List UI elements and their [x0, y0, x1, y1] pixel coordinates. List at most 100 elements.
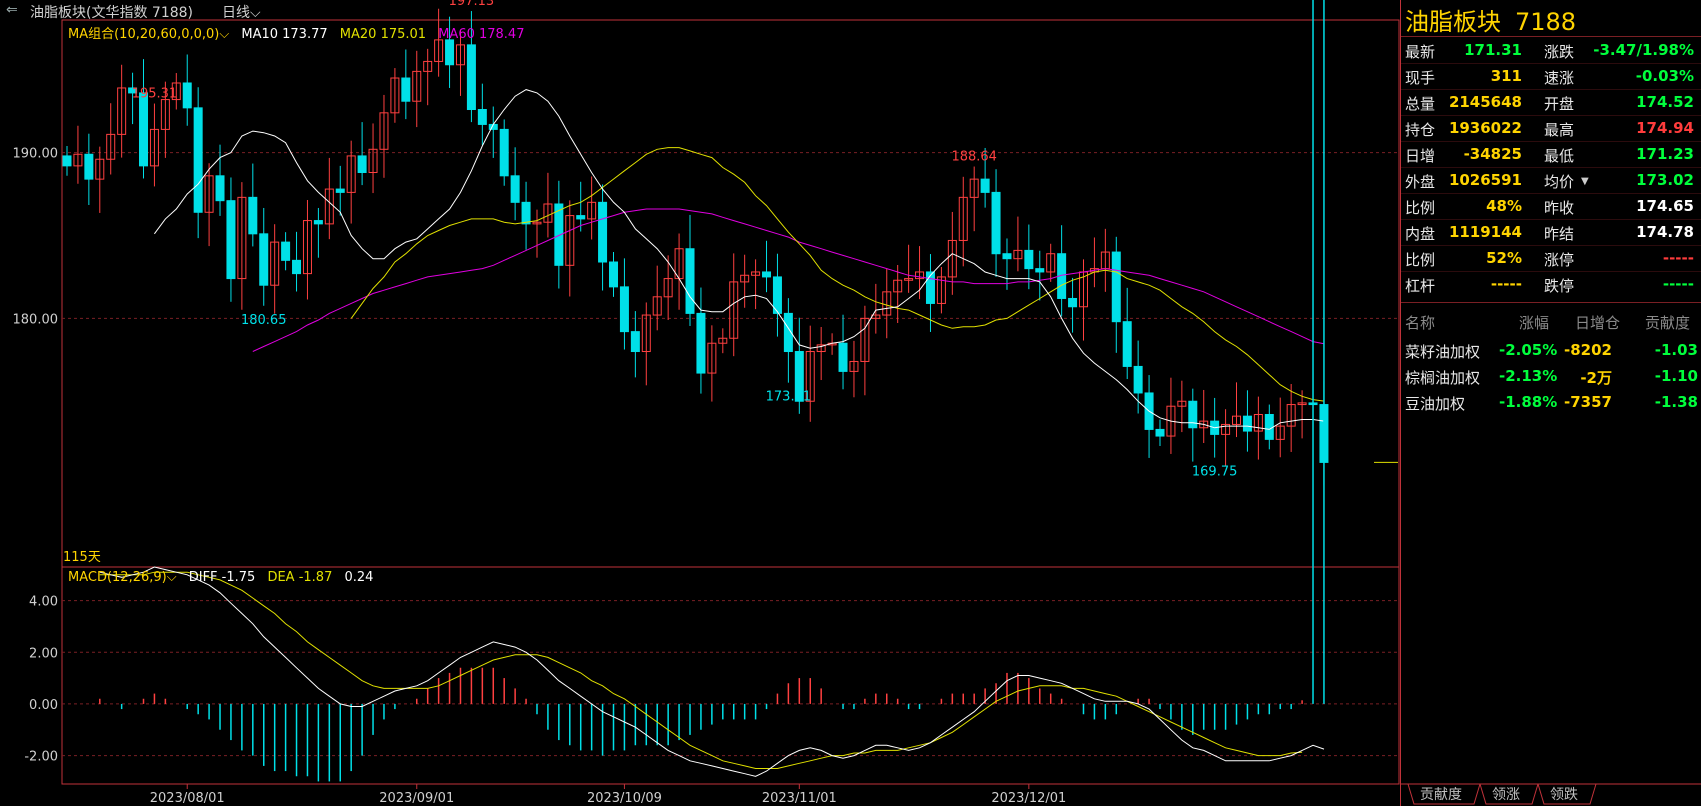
- candle-body: [1024, 249, 1034, 270]
- tab-leading-losers[interactable]: 领跌: [1550, 787, 1578, 803]
- quote-row: 总量 2145648 开盘 174.52: [1401, 90, 1701, 116]
- component-row[interactable]: 棕榈油加权 -2.13% -2万 -1.10: [1401, 364, 1701, 390]
- macd-label[interactable]: MACD(12,26,9): [68, 570, 167, 585]
- chevron-down-icon[interactable]: ⌵: [166, 570, 177, 585]
- quote-label: 最新: [1405, 43, 1436, 61]
- candle-body: [204, 175, 214, 213]
- ma10-legend: MA10 173.77: [241, 27, 328, 42]
- quote-label: 涨跌: [1544, 43, 1575, 61]
- candle-body: [1188, 400, 1198, 429]
- row-divider: [1401, 271, 1701, 272]
- component-change: -2.05%: [1499, 341, 1558, 359]
- x-tick-label: 2023/08/01: [150, 791, 225, 806]
- candle-body: [630, 331, 640, 353]
- quote-label: 总量: [1405, 95, 1436, 113]
- quote-row: 外盘 1026591 均价 173.02: [1401, 168, 1701, 194]
- candle-body: [390, 77, 400, 114]
- quote-row: 内盘 1119144 昨结 174.78: [1401, 220, 1701, 246]
- candle-body: [281, 241, 291, 261]
- quote-value: -----: [1490, 275, 1522, 293]
- header-oi: 日增仓: [1575, 314, 1621, 332]
- candle-body: [816, 344, 826, 353]
- candle-body: [434, 39, 444, 62]
- macd-tick-label: 2.00: [29, 646, 58, 661]
- macd-value: 0.24: [344, 570, 374, 585]
- candle-body: [1286, 404, 1296, 427]
- candle-body: [270, 241, 280, 286]
- quote-row: 持仓 1936022 最高 174.94: [1401, 116, 1701, 142]
- quote-label: 昨结: [1544, 225, 1575, 243]
- candle-body: [915, 271, 925, 280]
- quote-row: 杠杆 ----- 跌停 -----: [1401, 272, 1701, 298]
- ma-group-label[interactable]: MA组合(10,20,60,0,0,0): [68, 27, 220, 42]
- price-tick-label: 190.00: [13, 147, 59, 162]
- candle-body: [73, 153, 83, 167]
- component-row[interactable]: 豆油加权 -1.88% -7357 -1.38: [1401, 390, 1701, 416]
- candle-body: [1013, 249, 1023, 260]
- candle-body: [751, 271, 761, 276]
- candle-body: [510, 175, 520, 203]
- candlestick-chart[interactable]: 190.00 180.00 4.00 2.00 0.00 -2.00 2023/08/01 2…: [0, 0, 1400, 806]
- price-tick-label: 180.00: [13, 312, 59, 327]
- component-row[interactable]: 菜籽油加权 -2.05% -8202 -1.03: [1401, 338, 1701, 364]
- candle-body: [62, 155, 72, 167]
- candle-body: [1221, 423, 1231, 435]
- candle-body: [248, 196, 258, 235]
- quote-value: 174.94: [1636, 119, 1694, 137]
- candle-body: [423, 60, 433, 72]
- candle-body: [904, 278, 914, 281]
- macd-pane-frame: [61, 566, 1400, 785]
- component-oi: -2万: [1580, 369, 1612, 387]
- candle-body: [860, 317, 870, 362]
- candle-body: [226, 200, 236, 280]
- candle-body: [160, 99, 170, 130]
- candle-body: [412, 70, 422, 102]
- candle-body: [477, 109, 487, 125]
- quote-label: 速涨: [1544, 69, 1575, 87]
- x-tick-label: 2023/11/01: [762, 791, 837, 806]
- quote-value: -----: [1662, 249, 1694, 267]
- price-annotation: 173.91: [766, 390, 812, 405]
- candle-body: [696, 312, 706, 374]
- macd-tick-label: -2.00: [24, 750, 58, 765]
- quote-value: 311: [1490, 67, 1522, 85]
- candle-body: [718, 337, 728, 344]
- quote-value: 2145648: [1448, 93, 1522, 111]
- back-arrow-icon[interactable]: ⇐: [6, 2, 18, 18]
- candle-body: [313, 220, 323, 225]
- dea-line: [99, 571, 1303, 769]
- diff-line: [99, 566, 1325, 777]
- tab-leading-gainers[interactable]: 领涨: [1492, 787, 1520, 803]
- caret-down-icon[interactable]: ▼: [1581, 176, 1589, 187]
- price-annotation: 197.13: [449, 0, 495, 9]
- candle-body: [936, 276, 946, 304]
- candle-body: [292, 259, 302, 275]
- row-divider: [1401, 89, 1701, 90]
- candle-body: [466, 44, 476, 111]
- quote-label: 比例: [1405, 251, 1436, 269]
- row-divider: [1401, 193, 1701, 194]
- chevron-down-icon[interactable]: ⌵: [219, 27, 230, 42]
- candle-body: [1232, 415, 1242, 425]
- component-contrib: -1.10: [1654, 367, 1698, 385]
- quote-label: 涨停: [1544, 251, 1575, 269]
- candle-body: [783, 312, 793, 353]
- candle-body: [128, 87, 138, 94]
- candle-body: [1275, 425, 1285, 440]
- quote-value: 1026591: [1448, 171, 1522, 189]
- quote-label: 昨收: [1544, 199, 1575, 217]
- component-name: 棕榈油加权: [1405, 369, 1481, 387]
- tab-contribution[interactable]: 贡献度: [1420, 787, 1462, 803]
- candle-body: [259, 233, 269, 286]
- component-change: -1.88%: [1499, 393, 1558, 411]
- candle-body: [1155, 428, 1165, 437]
- quote-value: 48%: [1486, 197, 1522, 215]
- row-divider: [1401, 63, 1701, 64]
- title-bar: ⇐ 油脂板块(文华指数 7188) 日线⌵: [0, 0, 1400, 22]
- quote-label: 杠杆: [1405, 277, 1436, 295]
- period-selector[interactable]: 日线⌵: [222, 2, 261, 22]
- ma60-line: [252, 208, 1325, 352]
- candle-body: [740, 274, 750, 283]
- candle-body: [368, 148, 378, 173]
- component-oi: -8202: [1564, 341, 1612, 359]
